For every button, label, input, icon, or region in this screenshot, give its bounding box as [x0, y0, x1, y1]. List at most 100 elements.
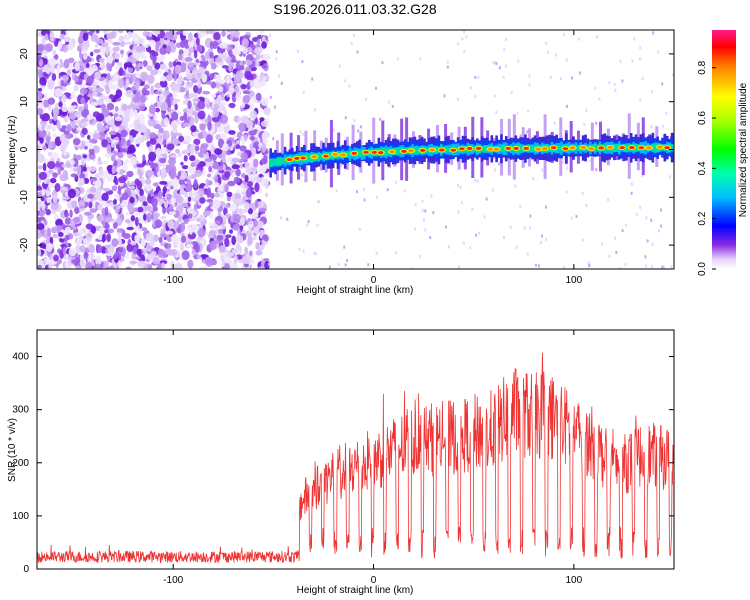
- noise-cell: [218, 245, 227, 253]
- noise-cell: [210, 225, 215, 230]
- noise-cell: [184, 56, 193, 62]
- faint-cell: [346, 258, 349, 262]
- spectrogram-x-ticks: -100 0 100: [163, 30, 583, 286]
- noise-cell: [69, 111, 77, 120]
- noise-cell: [167, 181, 172, 189]
- noise-cell: [238, 122, 247, 133]
- noise-cell: [96, 214, 105, 223]
- noise-cell: [225, 56, 233, 64]
- noise-cell: [232, 48, 239, 56]
- noise-cell: [197, 110, 206, 120]
- hot-core-cell: [523, 146, 529, 150]
- faint-cell: [539, 241, 542, 245]
- noise-cell: [41, 113, 50, 122]
- hot-core-cell: [580, 145, 587, 149]
- faint-cell: [621, 229, 624, 233]
- noise-cell: [74, 110, 83, 118]
- noise-cell: [44, 43, 53, 52]
- faint-cell: [633, 37, 636, 41]
- noise-cell: [148, 151, 157, 162]
- noise-cell: [99, 168, 104, 176]
- faint-cell: [559, 77, 562, 81]
- faint-cell: [615, 250, 618, 254]
- faint-cell: [273, 105, 276, 109]
- snr-x-axis-label: Height of straight line (km): [297, 585, 414, 596]
- noise-cell: [132, 96, 140, 104]
- faint-cell: [492, 60, 495, 64]
- noise-cell: [133, 109, 138, 116]
- hot-core-cell: [542, 147, 548, 151]
- faint-cell: [396, 57, 399, 61]
- noise-cell: [92, 133, 101, 140]
- noise-cell: [187, 259, 194, 269]
- faint-cell: [335, 189, 338, 193]
- noise-cell: [114, 205, 120, 215]
- noise-cell: [180, 184, 187, 189]
- noise-cell: [66, 123, 72, 133]
- noise-cell: [224, 263, 230, 269]
- noise-cell: [37, 258, 41, 267]
- noise-cell: [47, 97, 56, 105]
- noise-cell: [196, 163, 205, 168]
- noise-cell: [255, 53, 261, 61]
- noise-cell: [47, 160, 56, 170]
- noise-cell: [46, 178, 50, 185]
- noise-cell: [160, 215, 167, 220]
- noise-cell: [104, 217, 113, 223]
- noise-cell: [247, 235, 253, 246]
- noise-cell: [214, 97, 222, 105]
- noise-cell: [258, 207, 267, 213]
- noise-cell: [134, 138, 141, 145]
- faint-cell: [410, 267, 413, 269]
- noise-cell: [242, 90, 251, 95]
- hot-core-cell: [371, 150, 378, 154]
- hot-core-cell: [311, 155, 318, 159]
- noise-cell: [154, 30, 161, 35]
- noise-cell: [209, 229, 217, 236]
- noise-cell: [62, 164, 67, 168]
- noise-cell: [175, 240, 179, 247]
- noise-cell: [67, 41, 74, 51]
- noise-cell: [151, 51, 159, 57]
- noise-cell: [146, 140, 151, 148]
- noise-cell: [178, 86, 186, 93]
- faint-cell: [315, 252, 318, 256]
- noise-cell: [62, 46, 68, 53]
- faint-cell: [544, 205, 547, 209]
- snr-x-ticks: -100 0 100: [163, 330, 583, 586]
- noise-cell: [168, 30, 174, 39]
- noise-cell: [181, 202, 189, 208]
- noise-cell: [242, 255, 251, 265]
- noise-cell: [95, 263, 101, 269]
- faint-cell: [344, 263, 347, 267]
- noise-cell: [122, 233, 131, 239]
- noise-cell: [143, 213, 147, 221]
- noise-cell: [118, 35, 124, 42]
- noise-cell: [48, 169, 54, 175]
- noise-cell: [124, 110, 131, 117]
- noise-cell: [103, 260, 109, 269]
- noise-cell: [148, 104, 156, 115]
- noise-cell: [158, 127, 164, 134]
- noise-cell: [249, 160, 254, 168]
- spectrogram-y-tick-label: -10: [19, 190, 30, 205]
- noise-cell: [75, 244, 81, 254]
- noise-cell: [251, 147, 257, 156]
- noise-cell: [120, 257, 125, 262]
- noise-cell: [44, 58, 48, 65]
- noise-cell: [111, 98, 117, 103]
- noise-cell: [128, 144, 136, 154]
- noise-cell: [83, 251, 88, 260]
- colorbar-tick-label: 0.6: [697, 111, 708, 125]
- faint-cell: [630, 191, 633, 195]
- noise-cell: [221, 64, 229, 69]
- noise-cell: [209, 144, 216, 155]
- faint-cell: [463, 30, 466, 34]
- noise-cell: [144, 205, 152, 212]
- noise-cell: [122, 161, 128, 172]
- noise-cell: [137, 63, 144, 68]
- hot-core-cell: [450, 148, 457, 152]
- band-cell: [548, 144, 551, 152]
- noise-cell: [92, 91, 98, 97]
- noise-cell: [150, 69, 159, 76]
